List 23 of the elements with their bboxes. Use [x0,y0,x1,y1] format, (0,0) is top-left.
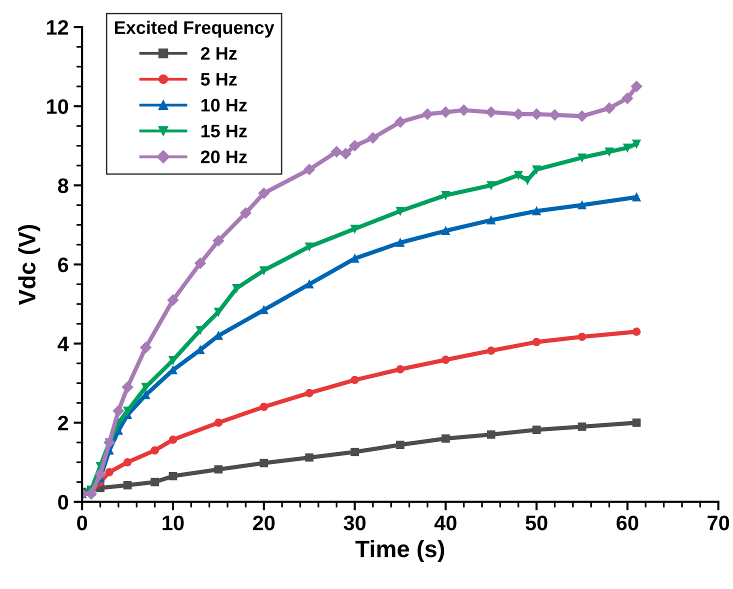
x-tick-label: 40 [434,516,456,530]
x-tick-label: 10 [162,516,184,530]
x-tick-label: 0 [77,516,88,530]
x-tick-label: 50 [526,516,548,530]
legend-title: Excited Frequency [115,20,274,38]
legend-label: 15 Hz [201,124,247,138]
y-tick-label: 2 [58,416,68,430]
y-tick-label: 10 [47,99,68,114]
x-tick-label: 60 [616,516,638,530]
y-tick-label: 8 [58,178,68,194]
legend-label: 2 Hz [200,47,237,60]
y-tick-label: 4 [58,336,69,352]
legend-label: 10 Hz [201,98,247,112]
legend-label: 20 Hz [200,150,247,164]
y-tick-label: 12 [47,20,68,35]
y-tick-label: 0 [58,494,68,510]
x-axis-title: Time (s) [355,540,444,562]
legend-label: 5 Hz [200,73,237,86]
x-tick-label: 70 [708,516,730,530]
y-axis-title: Vdc (V) [18,224,40,305]
y-tick-label: 6 [58,257,68,272]
x-tick-label: 20 [253,516,275,530]
x-tick-label: 30 [344,516,366,530]
